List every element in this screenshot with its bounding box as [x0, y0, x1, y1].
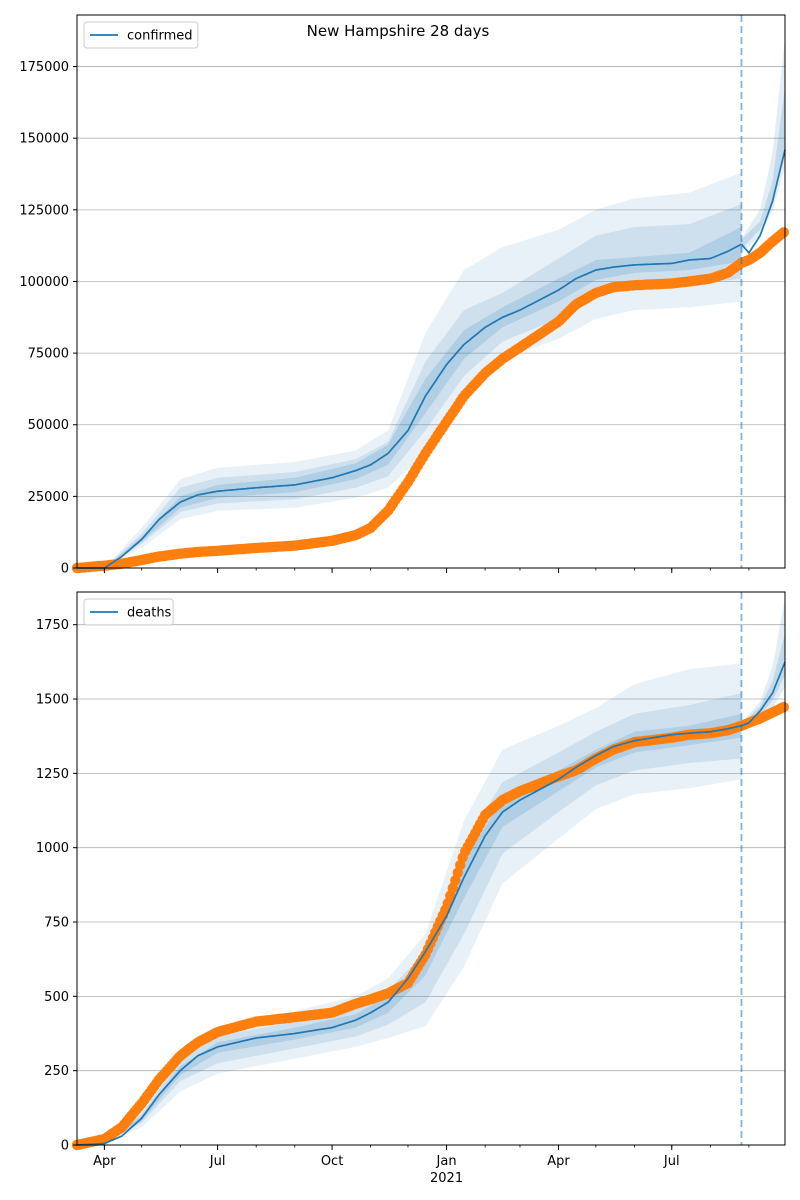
y-tick-label: 1000 — [36, 841, 69, 856]
legend-box — [83, 21, 199, 49]
forecast-band — [741, 86, 785, 249]
y-tick-label: 250 — [44, 1064, 69, 1079]
x-tick-label: Jul — [663, 1154, 680, 1169]
credible-band — [77, 693, 742, 1145]
y-tick-label: 500 — [44, 990, 69, 1005]
observed-series — [71, 227, 789, 574]
y-tick-label: 125000 — [19, 203, 69, 218]
observed-series — [71, 701, 789, 1151]
y-tick-label: 750 — [44, 916, 69, 931]
observed-point — [778, 227, 789, 238]
y-tick-label: 0 — [61, 1139, 69, 1154]
y-tick-label: 175000 — [19, 60, 69, 75]
y-tick-label: 1250 — [36, 767, 69, 782]
confirmed-panel: 0 25000 50000 75000 100000 125000 150000 175000… — [19, 14, 789, 577]
axes-frame — [76, 591, 786, 1146]
x-tick-label: Jan — [436, 1154, 457, 1169]
y-tick-label: 100000 — [19, 275, 69, 290]
forecast-median-line — [740, 149, 786, 255]
x-tick-label: Jul — [209, 1154, 226, 1169]
y-tick-label: 1500 — [36, 693, 69, 708]
forecast-band — [741, 37, 785, 253]
credible-band — [77, 227, 742, 568]
x-tick-label: Oct — [321, 1154, 343, 1169]
legend-box — [83, 598, 174, 626]
y-tick-label: 0 — [61, 562, 69, 577]
y-tick-label: 25000 — [28, 490, 69, 505]
median-line — [76, 724, 742, 1146]
forecast-band — [741, 597, 785, 729]
credible-band — [77, 172, 742, 568]
y-tick-label: 75000 — [28, 347, 69, 362]
median-line — [77, 243, 742, 569]
legend: confirmed — [83, 21, 199, 49]
axes-frame — [76, 14, 786, 569]
x-tick-label: Apr — [547, 1154, 570, 1169]
legend-label: deaths — [127, 606, 172, 621]
y-tick-label: 150000 — [19, 132, 69, 147]
legend: deaths — [83, 598, 174, 626]
legend-label: confirmed — [127, 29, 193, 44]
forecast-median-line — [741, 661, 786, 727]
chart-title: New Hampshire 28 days — [307, 22, 490, 40]
x-year-label: 2021 — [430, 1171, 463, 1186]
y-tick-label: 50000 — [28, 418, 69, 433]
forecast-band — [741, 633, 785, 728]
x-tick-label: Apr — [93, 1154, 116, 1169]
observed-point — [778, 701, 789, 713]
y-tick-label: 1750 — [36, 618, 69, 633]
credible-band — [77, 204, 742, 568]
deaths-panel: 0 250 500 750 1000 1250 1500 1750 Apr Jul Oct Jan Ap… — [36, 591, 789, 1186]
